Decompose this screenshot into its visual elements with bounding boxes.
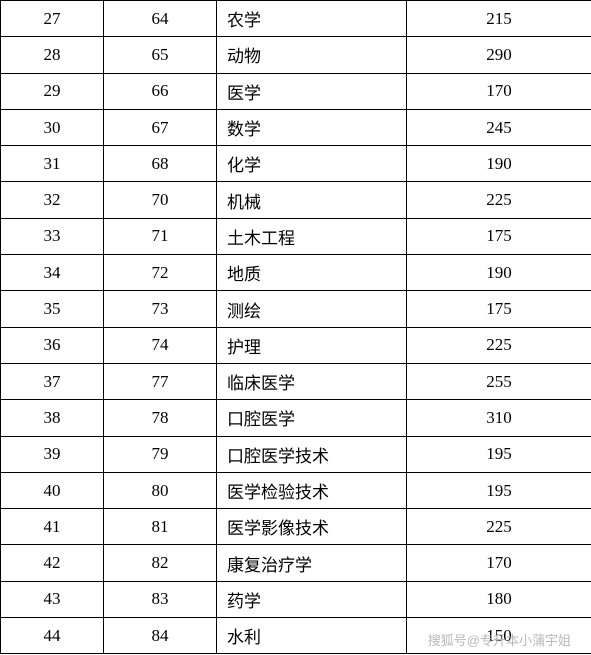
cell-subject: 护理 — [217, 327, 407, 363]
table-row: 2865动物290 — [1, 37, 591, 73]
cell-code: 68 — [104, 146, 217, 182]
table-row: 3270机械225 — [1, 182, 591, 218]
cell-code: 77 — [104, 363, 217, 399]
cell-index: 34 — [1, 255, 104, 291]
cell-subject: 数学 — [217, 109, 407, 145]
cell-index: 38 — [1, 400, 104, 436]
cell-subject: 水利 — [217, 618, 407, 654]
table-row: 3674护理225 — [1, 327, 591, 363]
cell-score: 195 — [407, 436, 591, 472]
cell-index: 39 — [1, 436, 104, 472]
cell-code: 72 — [104, 255, 217, 291]
cell-index: 33 — [1, 218, 104, 254]
cell-code: 84 — [104, 618, 217, 654]
cell-index: 44 — [1, 618, 104, 654]
cell-score: 255 — [407, 363, 591, 399]
cell-score: 245 — [407, 109, 591, 145]
data-table: 2764农学2152865动物2902966医学1703067数学2453168… — [0, 0, 591, 654]
table-row: 3168化学190 — [1, 146, 591, 182]
cell-score: 150 — [407, 618, 591, 654]
table-row: 4383药学180 — [1, 581, 591, 617]
table-row: 3979口腔医学技术195 — [1, 436, 591, 472]
cell-subject: 动物 — [217, 37, 407, 73]
cell-code: 79 — [104, 436, 217, 472]
cell-score: 290 — [407, 37, 591, 73]
cell-subject: 土木工程 — [217, 218, 407, 254]
cell-code: 78 — [104, 400, 217, 436]
cell-score: 215 — [407, 1, 591, 37]
cell-code: 80 — [104, 472, 217, 508]
cell-index: 31 — [1, 146, 104, 182]
cell-score: 225 — [407, 182, 591, 218]
cell-subject: 口腔医学技术 — [217, 436, 407, 472]
cell-score: 170 — [407, 73, 591, 109]
cell-index: 35 — [1, 291, 104, 327]
cell-subject: 康复治疗学 — [217, 545, 407, 581]
cell-index: 28 — [1, 37, 104, 73]
table-row: 3777临床医学255 — [1, 363, 591, 399]
cell-code: 65 — [104, 37, 217, 73]
cell-index: 29 — [1, 73, 104, 109]
table-row: 3573测绘175 — [1, 291, 591, 327]
cell-index: 43 — [1, 581, 104, 617]
cell-score: 190 — [407, 146, 591, 182]
cell-index: 42 — [1, 545, 104, 581]
table-row: 4080医学检验技术195 — [1, 472, 591, 508]
cell-index: 36 — [1, 327, 104, 363]
cell-code: 64 — [104, 1, 217, 37]
cell-score: 225 — [407, 509, 591, 545]
cell-code: 81 — [104, 509, 217, 545]
cell-subject: 口腔医学 — [217, 400, 407, 436]
table-body: 2764农学2152865动物2902966医学1703067数学2453168… — [1, 1, 591, 654]
cell-subject: 医学影像技术 — [217, 509, 407, 545]
table-row: 4282康复治疗学170 — [1, 545, 591, 581]
cell-subject: 药学 — [217, 581, 407, 617]
table-row: 4484水利150 — [1, 618, 591, 654]
cell-subject: 医学检验技术 — [217, 472, 407, 508]
cell-score: 175 — [407, 218, 591, 254]
cell-subject: 地质 — [217, 255, 407, 291]
cell-index: 40 — [1, 472, 104, 508]
cell-score: 190 — [407, 255, 591, 291]
cell-index: 32 — [1, 182, 104, 218]
cell-subject: 医学 — [217, 73, 407, 109]
cell-score: 175 — [407, 291, 591, 327]
cell-index: 41 — [1, 509, 104, 545]
table-row: 4181医学影像技术225 — [1, 509, 591, 545]
cell-score: 310 — [407, 400, 591, 436]
cell-code: 66 — [104, 73, 217, 109]
cell-subject: 农学 — [217, 1, 407, 37]
cell-subject: 化学 — [217, 146, 407, 182]
table-row: 3371土木工程175 — [1, 218, 591, 254]
cell-code: 74 — [104, 327, 217, 363]
cell-subject: 测绘 — [217, 291, 407, 327]
cell-score: 225 — [407, 327, 591, 363]
cell-code: 73 — [104, 291, 217, 327]
cell-score: 170 — [407, 545, 591, 581]
cell-code: 71 — [104, 218, 217, 254]
cell-subject: 机械 — [217, 182, 407, 218]
cell-code: 70 — [104, 182, 217, 218]
table-row: 2966医学170 — [1, 73, 591, 109]
cell-subject: 临床医学 — [217, 363, 407, 399]
cell-index: 30 — [1, 109, 104, 145]
cell-code: 83 — [104, 581, 217, 617]
cell-score: 180 — [407, 581, 591, 617]
cell-score: 195 — [407, 472, 591, 508]
cell-code: 67 — [104, 109, 217, 145]
cell-index: 37 — [1, 363, 104, 399]
cell-code: 82 — [104, 545, 217, 581]
cell-index: 27 — [1, 1, 104, 37]
table-row: 2764农学215 — [1, 1, 591, 37]
table-row: 3878口腔医学310 — [1, 400, 591, 436]
table-row: 3472地质190 — [1, 255, 591, 291]
table-row: 3067数学245 — [1, 109, 591, 145]
